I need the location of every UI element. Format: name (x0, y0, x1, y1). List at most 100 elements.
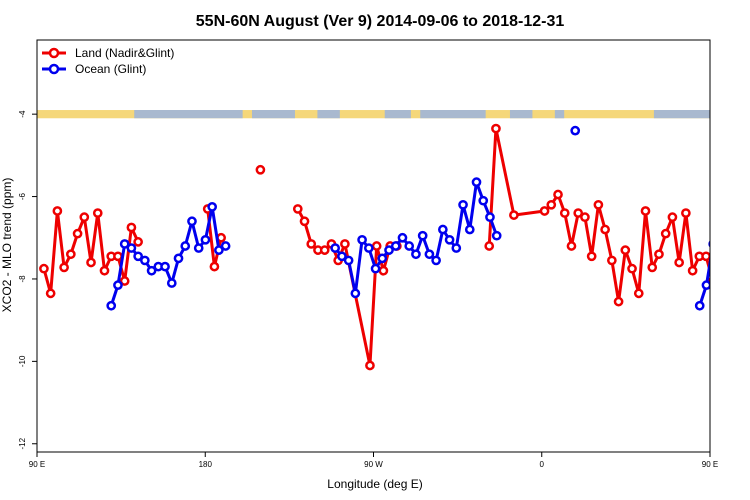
series-line (296, 208, 397, 367)
legend-label-ocean: Ocean (Glint) (75, 62, 146, 76)
data-point (126, 243, 137, 253)
legend-item-land: Land (Nadir&Glint) (42, 46, 174, 60)
data-point (716, 244, 723, 251)
data-point (681, 208, 691, 218)
data-point (377, 253, 388, 264)
data-point (106, 300, 117, 311)
data-point (330, 243, 341, 253)
data-point (674, 257, 685, 268)
axis-ticks: -12 -10 -8 -6 -4 90 E 180 90 W 0 90 E (18, 110, 718, 469)
world-map-strip (37, 110, 710, 119)
data-point (292, 204, 303, 214)
data-point (86, 257, 96, 268)
data-point (370, 263, 381, 274)
data-point (363, 243, 374, 253)
chart-title: 55N-60N August (Ver 9) 2014-09-06 to 201… (196, 13, 565, 30)
data-point (319, 245, 330, 255)
data-point (607, 255, 617, 266)
data-point (39, 263, 49, 274)
data-point (627, 263, 637, 274)
data-point (378, 265, 389, 276)
data-point (438, 224, 448, 235)
data-point (573, 208, 584, 218)
data-point (99, 265, 110, 276)
data-point (92, 208, 103, 218)
data-point (491, 230, 502, 241)
data-point (411, 249, 421, 260)
data-point (593, 199, 604, 210)
data-point (484, 241, 495, 251)
data-point (647, 262, 658, 273)
data-point (431, 255, 441, 266)
y-tick-label: -10 (18, 355, 27, 367)
y-tick-label: -6 (18, 192, 27, 200)
data-point (586, 251, 597, 262)
data-point (65, 249, 76, 260)
plot-frame (36, 39, 711, 453)
y-tick-label: -8 (18, 275, 27, 283)
series-layer (39, 123, 730, 371)
data-point (371, 241, 382, 251)
data-point (200, 234, 211, 245)
data-point (214, 245, 224, 255)
data-point (570, 125, 581, 136)
data-point (397, 232, 408, 243)
data-point (357, 234, 367, 245)
map-strip-ocean (509, 110, 533, 119)
legend: Land (Nadir&Glint) Ocean (Glint) (42, 46, 174, 76)
data-point (485, 212, 495, 223)
data-point (343, 255, 354, 266)
data-point (299, 216, 310, 227)
data-point (193, 243, 204, 253)
data-point (306, 239, 317, 249)
x-tick-label: 90 E (29, 460, 45, 469)
data-point (687, 265, 698, 276)
data-point (464, 224, 475, 235)
data-point (113, 280, 123, 290)
x-tick-label: 0 (540, 460, 545, 469)
data-point (207, 202, 218, 212)
data-point (119, 239, 130, 249)
series-0 (39, 123, 730, 371)
data-point (133, 251, 143, 262)
map-strip-ocean (134, 110, 243, 119)
legend-item-ocean: Ocean (Glint) (42, 62, 146, 76)
data-point (417, 230, 428, 241)
legend-marker-ocean (48, 63, 60, 75)
data-point (559, 208, 570, 218)
map-strip-land (37, 110, 710, 119)
map-strip-ocean (653, 110, 710, 119)
map-strip-ocean (317, 110, 340, 119)
data-point (458, 199, 468, 210)
data-point (471, 177, 482, 187)
map-strip-ocean (251, 110, 295, 119)
data-point (491, 123, 501, 134)
data-point (119, 276, 130, 286)
data-point (694, 300, 705, 311)
data-point (146, 265, 157, 276)
data-point (451, 243, 462, 253)
x-tick-label: 90 E (702, 460, 718, 469)
y-tick-label: -4 (18, 110, 27, 118)
legend-marker-land (48, 47, 60, 59)
data-point (723, 238, 730, 245)
data-point (255, 164, 266, 175)
data-point (716, 224, 723, 231)
series-line (698, 254, 710, 307)
data-point (580, 212, 590, 223)
map-strip-ocean (384, 110, 411, 119)
data-point (640, 206, 651, 216)
x-axis-label: Longitude (deg E) (327, 477, 422, 491)
data-point (566, 241, 577, 251)
series-line (487, 127, 710, 304)
data-point (59, 262, 69, 273)
data-point (337, 251, 347, 262)
map-strip-ocean (554, 110, 565, 119)
data-point (600, 224, 610, 235)
data-point (667, 212, 678, 223)
data-point (546, 199, 557, 210)
data-point (553, 189, 563, 200)
data-point (45, 288, 56, 299)
data-point (133, 237, 143, 247)
data-point (613, 296, 624, 307)
